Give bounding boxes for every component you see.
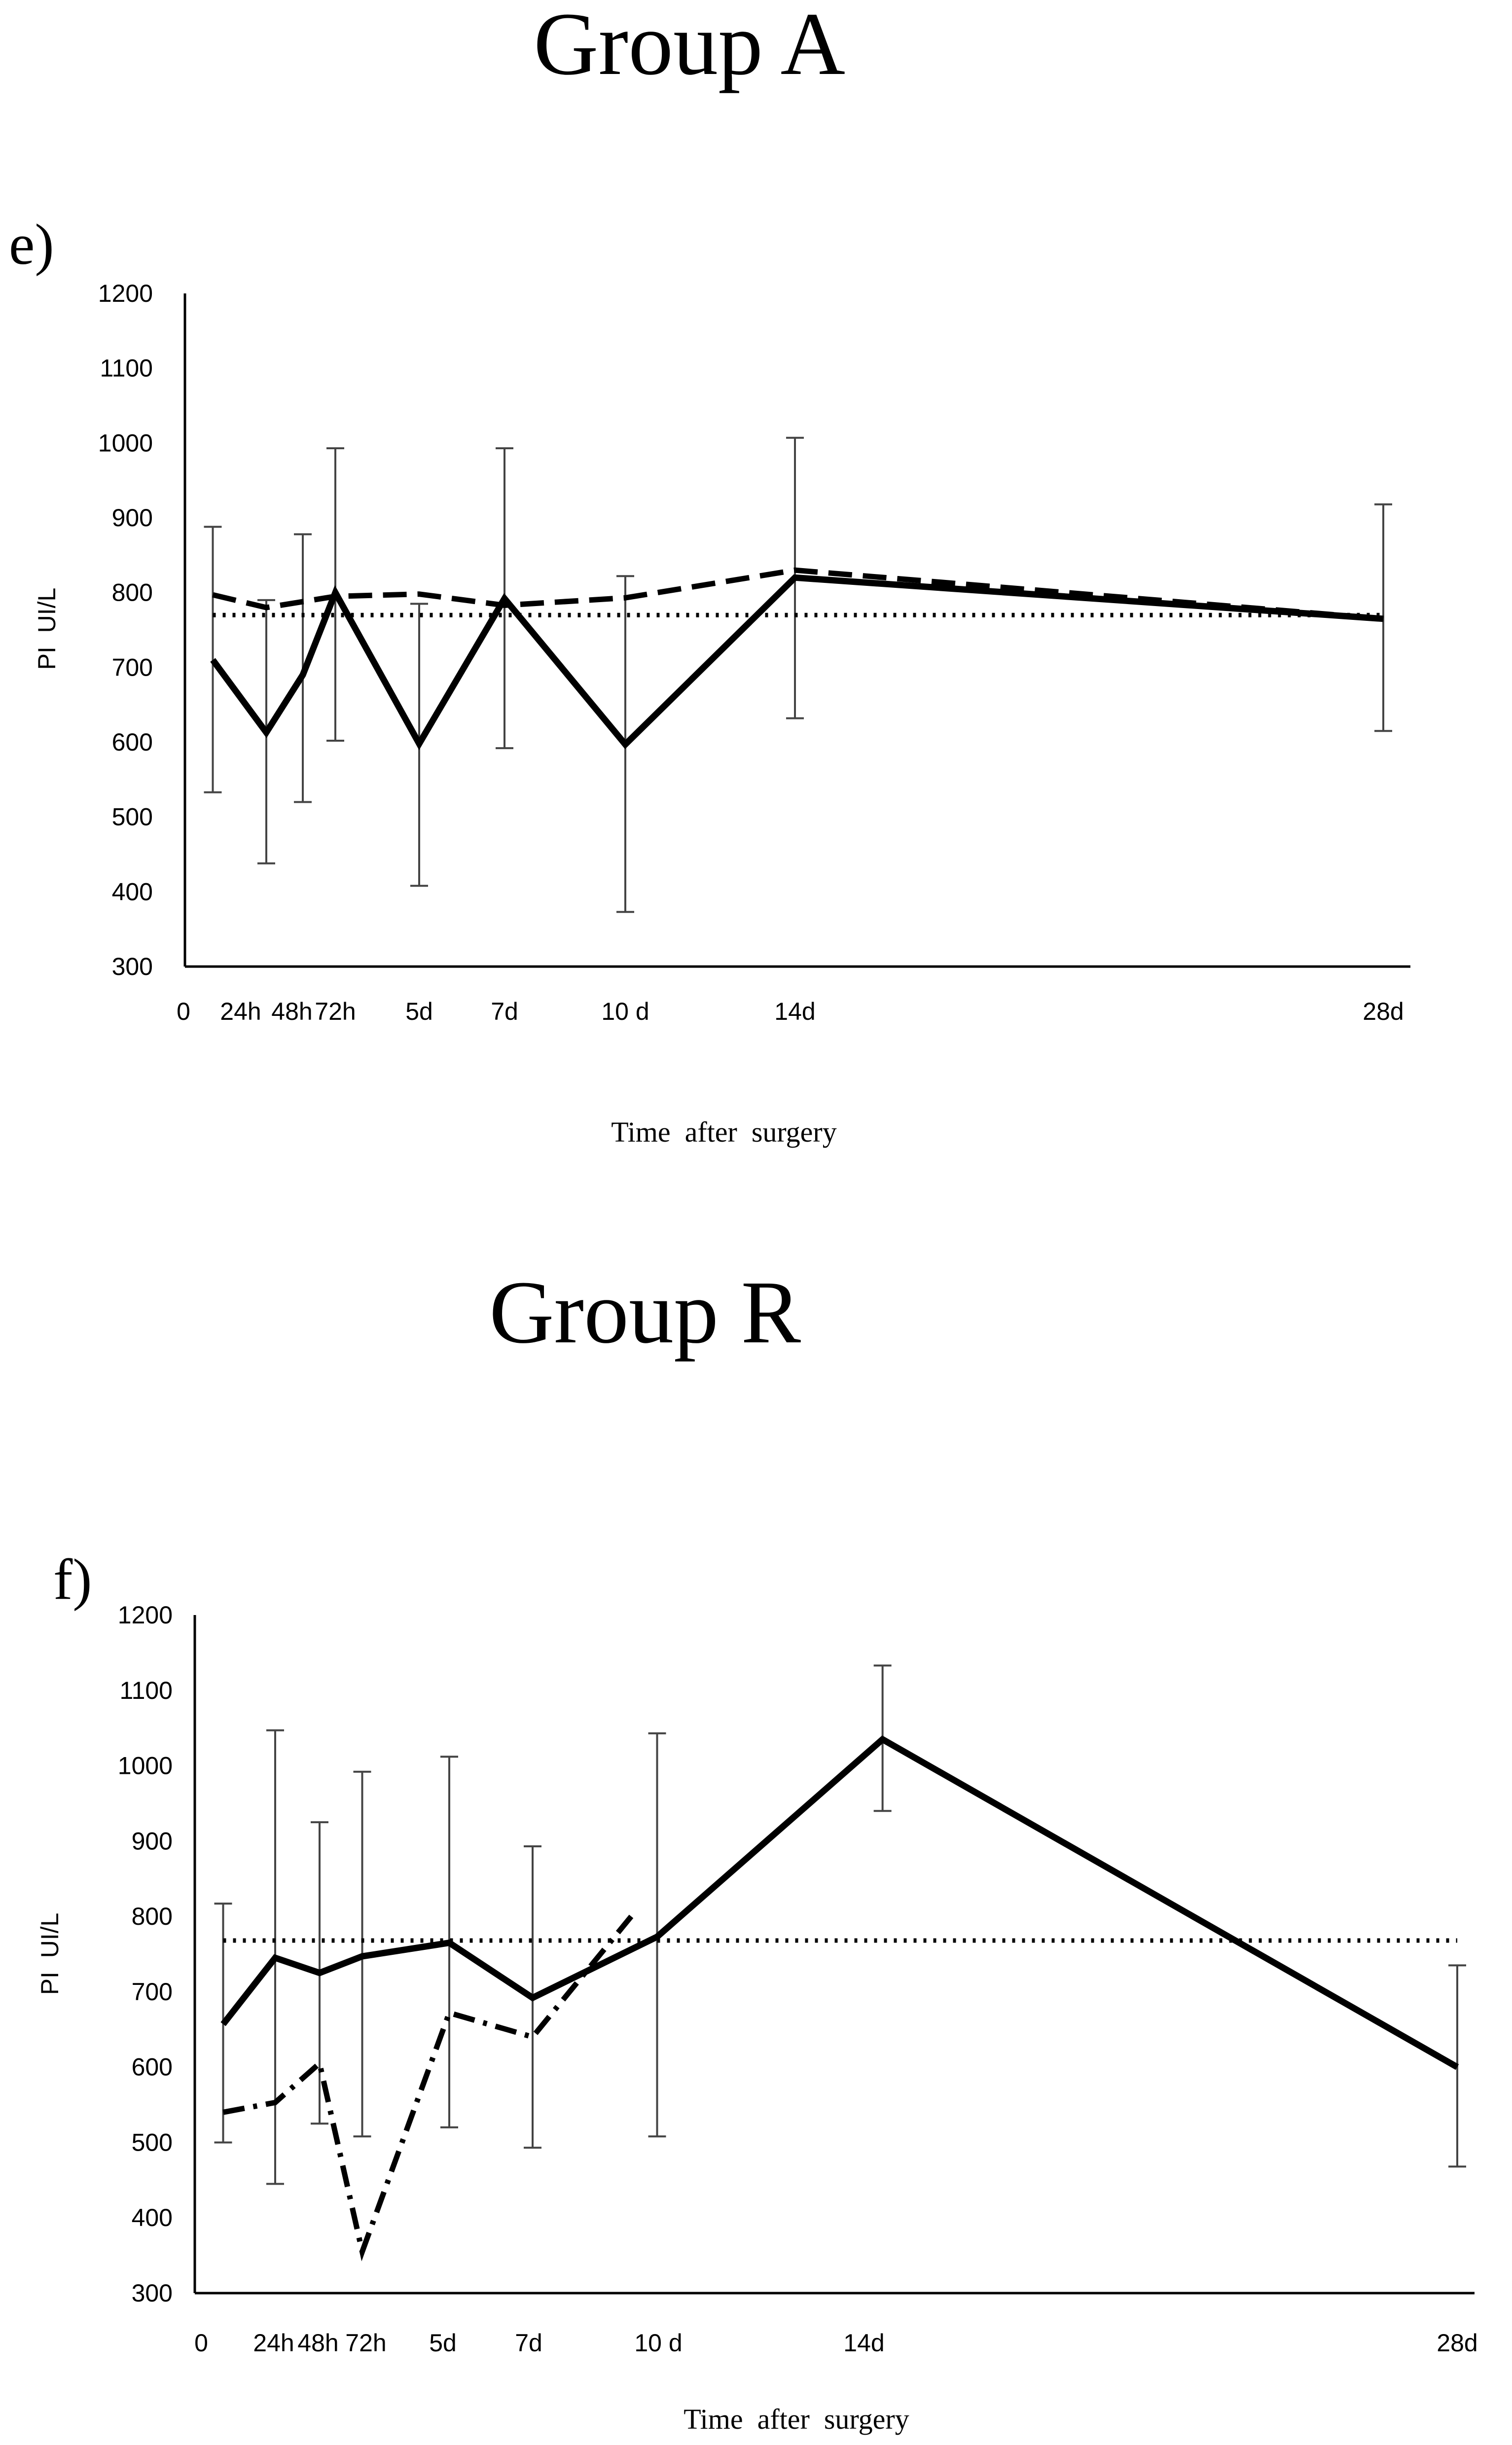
x-tick-label: 28d xyxy=(1363,998,1404,1025)
series-line-solid xyxy=(220,1735,1459,2070)
group-title: Group A xyxy=(534,0,845,94)
x-tick-label: 24h xyxy=(220,998,261,1025)
y-tick-label: 1100 xyxy=(100,355,153,382)
y-tick-label: 1000 xyxy=(118,1752,173,1780)
x-tick-label: 0 xyxy=(177,998,190,1025)
y-tick-label: 600 xyxy=(132,2053,173,2081)
x-tick-label: 0 xyxy=(194,2329,208,2357)
x-tick-label: 7d xyxy=(491,998,518,1025)
y-axis-title: PI UI/L xyxy=(33,588,61,670)
x-tick-label: 72h xyxy=(315,998,356,1025)
x-tick-label: 10 d xyxy=(601,998,649,1025)
chart-panel: Group A e) 300 400 500 600 700 800 900 1000 1100 12… xyxy=(9,0,1410,1148)
y-axis-title: PI UI/L xyxy=(36,1913,64,1995)
x-tick-label: 14d xyxy=(843,2329,884,2357)
x-tick-label: 24h xyxy=(253,2329,294,2357)
error-bar xyxy=(204,526,222,793)
x-tick-label: 7d xyxy=(515,2329,542,2357)
x-tick-label: 5d xyxy=(429,2329,457,2357)
y-tick-label: 600 xyxy=(112,728,153,756)
y-tick-label: 300 xyxy=(112,953,153,980)
y-tick-label: 500 xyxy=(132,2128,173,2156)
x-axis-title: Time after surgery xyxy=(611,1116,837,1148)
group-title: Group R xyxy=(489,1263,801,1362)
chart-panel: Group R f) 300 400 500 600 700 800 900 1000 1100 12… xyxy=(36,1263,1478,2435)
x-tick-label: 10 d xyxy=(634,2329,682,2357)
y-tick-label: 700 xyxy=(112,653,153,681)
x-tick-label: 5d xyxy=(405,998,433,1025)
y-tick-label: 400 xyxy=(112,878,153,905)
y-tick-label: 1200 xyxy=(118,1601,173,1629)
panel-label: e) xyxy=(9,212,54,277)
x-tick-label: 72h xyxy=(345,2329,386,2357)
y-tick-label: 900 xyxy=(132,1827,173,1855)
x-tick-label: 48h xyxy=(297,2329,338,2357)
y-tick-label: 1100 xyxy=(119,1677,173,1704)
x-axis-title: Time after surgery xyxy=(684,2403,909,2435)
y-tick-label: 300 xyxy=(132,2279,173,2307)
y-tick-label: 400 xyxy=(132,2204,173,2231)
series-line-dash-dot xyxy=(222,1914,634,2262)
series-line-dashed xyxy=(212,567,1384,622)
x-tick-label: 14d xyxy=(774,998,815,1025)
y-tick-label: 800 xyxy=(132,1903,173,1930)
y-tick-label: 1200 xyxy=(98,280,153,307)
y-tick-label: 700 xyxy=(132,1978,173,2006)
x-tick-label: 48h xyxy=(271,998,312,1025)
panel-label: f) xyxy=(53,1547,92,1612)
series-line-solid xyxy=(210,574,1384,751)
x-tick-label: 28d xyxy=(1437,2329,1477,2357)
y-tick-label: 900 xyxy=(112,504,153,532)
y-tick-label: 800 xyxy=(112,579,153,607)
y-tick-label: 1000 xyxy=(98,429,153,457)
y-tick-label: 500 xyxy=(112,803,153,831)
